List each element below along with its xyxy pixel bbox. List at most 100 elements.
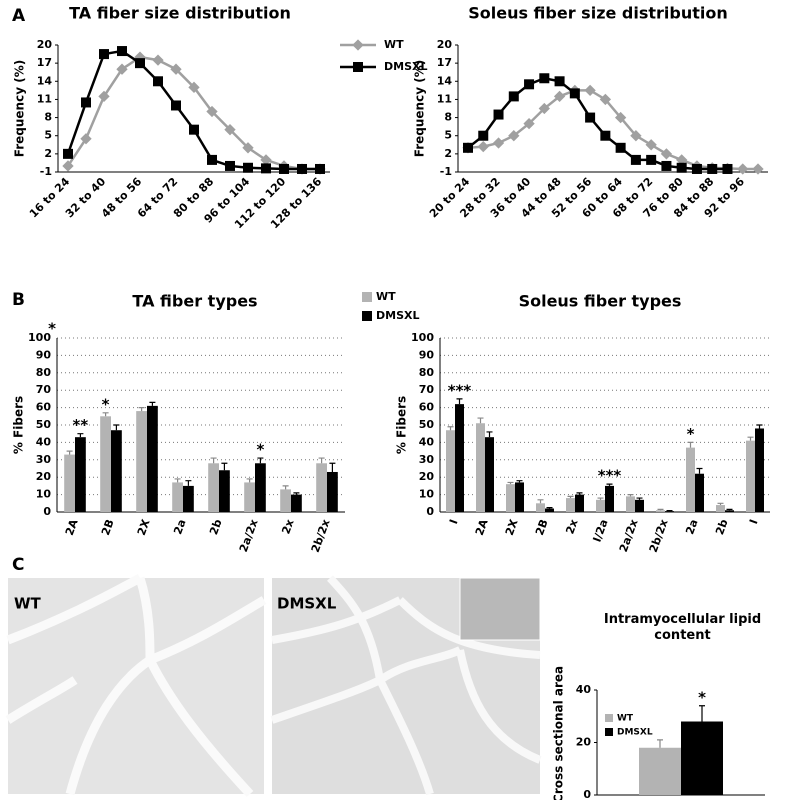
y-tick-label: 20 xyxy=(36,470,52,483)
marker xyxy=(585,112,596,123)
error-bar xyxy=(456,398,463,405)
bar xyxy=(485,437,494,512)
marker xyxy=(615,142,626,153)
bar xyxy=(219,470,230,512)
error-bar xyxy=(726,508,733,511)
x-tick-label: 2X xyxy=(135,517,153,537)
bar xyxy=(476,423,485,512)
legend-label: WT xyxy=(376,290,396,303)
error-bar xyxy=(138,407,145,412)
y-tick-label: 14 xyxy=(437,74,453,87)
error-bar xyxy=(627,494,634,497)
marker xyxy=(225,160,235,171)
marker xyxy=(81,97,91,108)
marker xyxy=(539,73,550,84)
marker xyxy=(152,54,164,66)
annotation: * xyxy=(102,395,110,413)
x-tick-label: 2X xyxy=(503,517,521,537)
bar xyxy=(536,503,545,512)
line xyxy=(66,55,320,171)
bar xyxy=(455,404,464,512)
error-bar xyxy=(329,462,336,472)
y-tick-label: 10 xyxy=(419,488,435,501)
bar xyxy=(656,510,665,512)
marker xyxy=(242,142,254,154)
marker xyxy=(260,154,272,166)
x-tick-label: 2a/2x xyxy=(237,518,261,554)
bar xyxy=(316,463,327,512)
annotation: *** xyxy=(598,467,622,485)
line xyxy=(467,89,758,171)
bar xyxy=(255,463,266,512)
chart-title: TA fiber size distribution xyxy=(69,4,291,23)
y-tick-label: 80 xyxy=(419,366,435,379)
marker xyxy=(508,91,519,102)
y-tick-label: 2 xyxy=(444,147,452,160)
chart-title-box: Intramyocellular lipid content xyxy=(604,612,761,643)
marker xyxy=(661,160,672,171)
y-tick-label: -1 xyxy=(440,165,452,178)
legend-label: WT xyxy=(617,714,634,724)
bar xyxy=(566,498,575,512)
error-bar xyxy=(318,457,325,464)
y-tick-label: 20 xyxy=(37,38,53,51)
marker xyxy=(99,49,109,60)
marker xyxy=(243,162,253,173)
chart-title: Soleus fiber size distribution xyxy=(468,4,728,23)
x-tick-label: 2a/2x xyxy=(617,518,641,554)
legend-label: WT xyxy=(384,38,404,51)
error-bar xyxy=(477,417,484,424)
error-bar xyxy=(293,492,300,495)
y-tick-label: 10 xyxy=(36,488,52,501)
x-tick-label: 2a xyxy=(683,518,700,537)
bar xyxy=(746,440,755,512)
y-axis-label: Frequency (%) xyxy=(13,60,27,157)
marker xyxy=(352,39,364,51)
micrograph: WT DMSXL xyxy=(5,574,542,798)
bar xyxy=(327,471,338,512)
y-tick-label: 70 xyxy=(36,383,52,396)
error-bar xyxy=(221,462,228,471)
bar xyxy=(506,484,515,512)
marker xyxy=(707,163,718,174)
marker xyxy=(171,100,181,111)
bar xyxy=(716,505,725,512)
bar xyxy=(183,485,194,512)
x-tick-label: 2b/2x xyxy=(309,518,333,555)
bar xyxy=(515,482,524,512)
y-tick-label: 40 xyxy=(576,683,592,696)
marker xyxy=(153,76,163,87)
error-bar xyxy=(756,424,763,429)
line xyxy=(66,49,320,171)
error-bar xyxy=(666,510,673,512)
marker xyxy=(492,137,505,149)
error-bar xyxy=(516,480,523,483)
marker xyxy=(630,130,642,142)
y-tick-label: 100 xyxy=(28,331,51,344)
y-tick-label: 8 xyxy=(444,111,452,124)
marker xyxy=(207,154,217,165)
line xyxy=(467,76,728,171)
bar xyxy=(639,747,681,795)
y-tick-label: 100 xyxy=(411,331,434,344)
x-tick-label: 2x xyxy=(563,518,580,536)
bar xyxy=(695,473,704,512)
x-tick-label: I xyxy=(747,518,761,526)
error-bar xyxy=(717,502,724,506)
error-bar xyxy=(66,450,73,455)
legend-swatch xyxy=(605,728,613,736)
marker xyxy=(477,140,489,153)
marker xyxy=(279,163,289,174)
y-axis-label: % Fibers xyxy=(395,396,409,454)
error-bar xyxy=(257,457,264,464)
y-tick-label: 2 xyxy=(44,147,52,160)
marker xyxy=(737,163,749,175)
marker xyxy=(315,163,325,174)
marker xyxy=(691,163,702,174)
error-bar xyxy=(246,478,253,483)
y-tick-label: 20 xyxy=(419,470,435,483)
y-tick-label: 50 xyxy=(36,418,52,431)
bar xyxy=(75,437,86,512)
y-tick-label: 40 xyxy=(36,435,52,448)
x-tick-label: 2B xyxy=(99,518,117,538)
